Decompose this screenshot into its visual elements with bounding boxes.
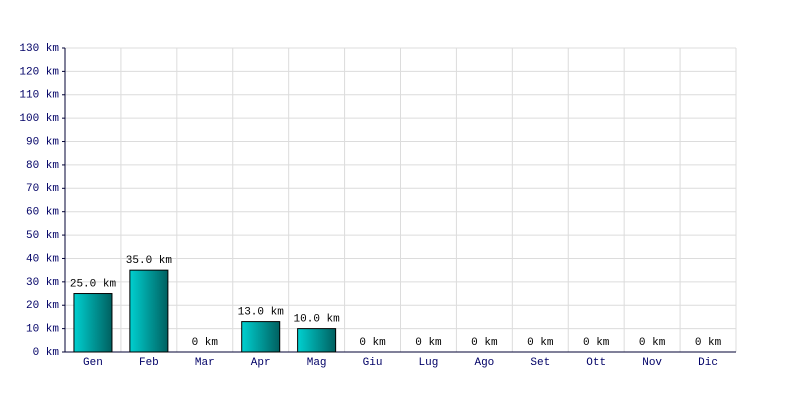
bar <box>73 293 113 353</box>
y-tick-label: 90 km <box>26 136 59 148</box>
y-tick-label: 30 km <box>26 277 59 289</box>
value-label: 0 km <box>192 337 219 349</box>
y-tick-label: 10 km <box>26 324 59 336</box>
y-tick-label: 100 km <box>19 113 59 125</box>
value-label: 0 km <box>527 337 554 349</box>
y-tick-label: 70 km <box>26 183 59 195</box>
y-tick-label: 130 km <box>19 43 59 55</box>
value-label: 0 km <box>639 337 666 349</box>
x-tick-label: Apr <box>251 357 271 369</box>
value-label: 25.0 km <box>70 278 117 290</box>
x-tick-label: Mag <box>307 357 327 369</box>
value-label: 13.0 km <box>238 307 285 319</box>
x-tick-label: Lug <box>419 357 439 369</box>
x-tick-label: Gen <box>83 357 103 369</box>
y-tick-label: 50 km <box>26 230 59 242</box>
x-tick-label: Feb <box>139 357 159 369</box>
y-tick-label: 20 km <box>26 300 59 312</box>
x-tick-label: Set <box>530 357 550 369</box>
y-tick-label: 80 km <box>26 160 59 172</box>
bar <box>297 328 337 353</box>
x-tick-label: Ago <box>474 357 494 369</box>
value-label: 0 km <box>695 337 722 349</box>
bar <box>129 269 169 353</box>
y-tick-label: 40 km <box>26 253 59 265</box>
x-tick-label: Mar <box>195 357 215 369</box>
x-tick-label: Giu <box>363 357 383 369</box>
bar <box>241 321 281 353</box>
value-label: 0 km <box>471 337 498 349</box>
value-label: 10.0 km <box>294 314 341 326</box>
value-label: 0 km <box>415 337 442 349</box>
value-label: 35.0 km <box>126 255 173 267</box>
y-tick-label: 110 km <box>19 90 59 102</box>
x-tick-label: Nov <box>642 357 662 369</box>
value-label: 0 km <box>359 337 386 349</box>
y-tick-label: 0 km <box>33 347 60 359</box>
x-tick-label: Dic <box>698 357 718 369</box>
y-tick-label: 60 km <box>26 207 59 219</box>
x-tick-label: Ott <box>586 357 606 369</box>
y-tick-label: 120 km <box>19 66 59 78</box>
value-label: 0 km <box>583 337 610 349</box>
